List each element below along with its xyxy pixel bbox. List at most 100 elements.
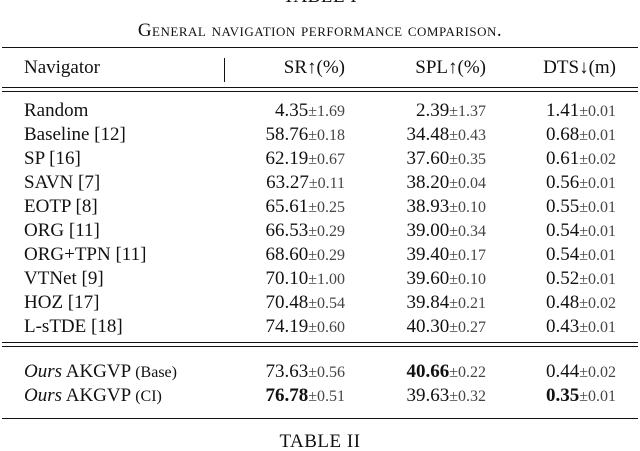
value-cell: 73.63±0.56 <box>265 360 345 385</box>
table-label: TABLE I <box>0 0 640 8</box>
mean-value: 0.54 <box>545 244 580 265</box>
std-value: ±0.29 <box>308 247 345 264</box>
mean-value: 2.39 <box>415 100 450 121</box>
mean-value: 38.93 <box>406 196 450 217</box>
header-rule <box>2 87 638 89</box>
mean-value: 39.40 <box>406 244 450 265</box>
mean-value: 74.19 <box>265 316 309 337</box>
mean-value: 73.63 <box>265 361 309 382</box>
value-cell: 37.60±0.35 <box>406 147 486 172</box>
mean-value: 68.60 <box>265 244 309 265</box>
value-cell: 4.35±1.69 <box>275 99 345 124</box>
mean-value: 39.63 <box>406 385 450 406</box>
mean-value: 70.48 <box>265 292 309 313</box>
std-value: ±0.01 <box>579 127 616 144</box>
mean-value: 40.66 <box>406 361 450 382</box>
std-value: ±1.00 <box>308 271 345 288</box>
navigator-name: ORG+TPN [11] <box>24 244 147 265</box>
std-value: ±0.01 <box>579 271 616 288</box>
value-cell: 0.35±0.01 <box>546 384 616 409</box>
std-value: ±1.69 <box>308 103 345 120</box>
mean-value: 70.10 <box>265 268 309 289</box>
mean-value: 0.52 <box>545 268 580 289</box>
table-caption: General navigation performance compariso… <box>137 20 503 41</box>
value-cell: 0.56±0.01 <box>546 171 616 196</box>
mean-value: 1.41 <box>545 100 580 121</box>
std-value: ±0.43 <box>449 127 486 144</box>
mean-value: 39.84 <box>406 292 450 313</box>
value-cell: 38.93±0.10 <box>406 195 486 220</box>
value-cell: 0.68±0.01 <box>546 123 616 148</box>
std-value: ±0.01 <box>579 319 616 336</box>
value-cell: 58.76±0.18 <box>265 123 345 148</box>
mean-value: 37.60 <box>406 148 450 169</box>
navigator-name: Baseline [12] <box>24 124 126 145</box>
mean-value: 0.43 <box>545 316 580 337</box>
std-value: ±0.04 <box>449 175 486 192</box>
std-value: ±0.01 <box>579 103 616 120</box>
std-value: ±0.10 <box>449 271 486 288</box>
value-cell: 40.30±0.27 <box>406 315 486 340</box>
value-cell: 0.61±0.02 <box>546 147 616 172</box>
ours-label: Ours <box>24 361 63 382</box>
navigator-name: VTNet [9] <box>24 268 104 289</box>
std-value: ±0.10 <box>449 199 486 216</box>
value-cell: 38.20±0.04 <box>406 171 486 196</box>
std-value: ±0.02 <box>579 151 616 168</box>
value-cell: 34.48±0.43 <box>406 123 486 148</box>
mean-value: 34.48 <box>406 124 450 145</box>
bottom-rule <box>2 418 638 420</box>
std-value: ±0.11 <box>308 175 345 192</box>
std-value: ±0.34 <box>449 223 486 240</box>
std-value: ±0.32 <box>449 388 486 405</box>
navigator-name: Ours AKGVP (CI) <box>24 384 162 409</box>
value-cell: 39.40±0.17 <box>406 243 486 268</box>
value-cell: 0.48±0.02 <box>546 291 616 316</box>
column-divider <box>224 58 226 82</box>
std-value: ±0.01 <box>579 223 616 240</box>
navigator-name: L-sTDE [18] <box>24 316 123 337</box>
std-value: ±0.54 <box>308 295 345 312</box>
mean-value: 0.48 <box>545 292 580 313</box>
value-cell: 0.44±0.02 <box>546 360 616 385</box>
mean-value: 39.60 <box>406 268 450 289</box>
std-value: ±1.37 <box>449 103 486 120</box>
value-cell: 74.19±0.60 <box>265 315 345 340</box>
value-cell: 0.55±0.01 <box>546 195 616 220</box>
std-value: ±0.60 <box>308 319 345 336</box>
value-cell: 76.78±0.51 <box>265 384 345 409</box>
std-value: ±0.17 <box>449 247 486 264</box>
value-cell: 39.63±0.32 <box>406 384 486 409</box>
mean-value: 0.55 <box>545 196 580 217</box>
navigator-name: Ours AKGVP (Base) <box>24 360 177 385</box>
std-value: ±0.56 <box>308 364 345 381</box>
mean-value: 63.27 <box>266 172 309 193</box>
navigator-name: Random <box>24 100 89 121</box>
value-cell: 68.60±0.29 <box>265 243 345 268</box>
std-value: ±0.25 <box>308 199 345 216</box>
mean-value: 0.35 <box>545 385 580 406</box>
group-rule <box>2 342 638 344</box>
std-value: ±0.18 <box>308 127 345 144</box>
navigator-name: ORG [11] <box>24 220 100 241</box>
mean-value: 39.00 <box>406 220 450 241</box>
value-cell: 1.41±0.01 <box>546 99 616 124</box>
next-table-label: TABLE II <box>279 431 361 451</box>
mean-value: 38.20 <box>406 172 450 193</box>
group-rule <box>2 346 638 348</box>
variant-tag: (Base) <box>135 364 177 381</box>
std-value: ±0.22 <box>449 364 486 381</box>
header-cell: DTS↓(m) <box>543 57 616 78</box>
mean-value: 0.44 <box>545 361 580 382</box>
mean-value: 62.19 <box>265 148 309 169</box>
mean-value: 4.35 <box>274 100 309 121</box>
std-value: ±0.67 <box>308 151 345 168</box>
value-cell: 63.27±0.11 <box>266 171 345 196</box>
mean-value: 40.30 <box>406 316 450 337</box>
value-cell: 0.54±0.01 <box>546 243 616 268</box>
mean-value: 0.68 <box>545 124 580 145</box>
ours-label: Ours <box>24 385 63 406</box>
std-value: ±0.02 <box>579 364 616 381</box>
navigator-name: SAVN [7] <box>24 172 101 193</box>
